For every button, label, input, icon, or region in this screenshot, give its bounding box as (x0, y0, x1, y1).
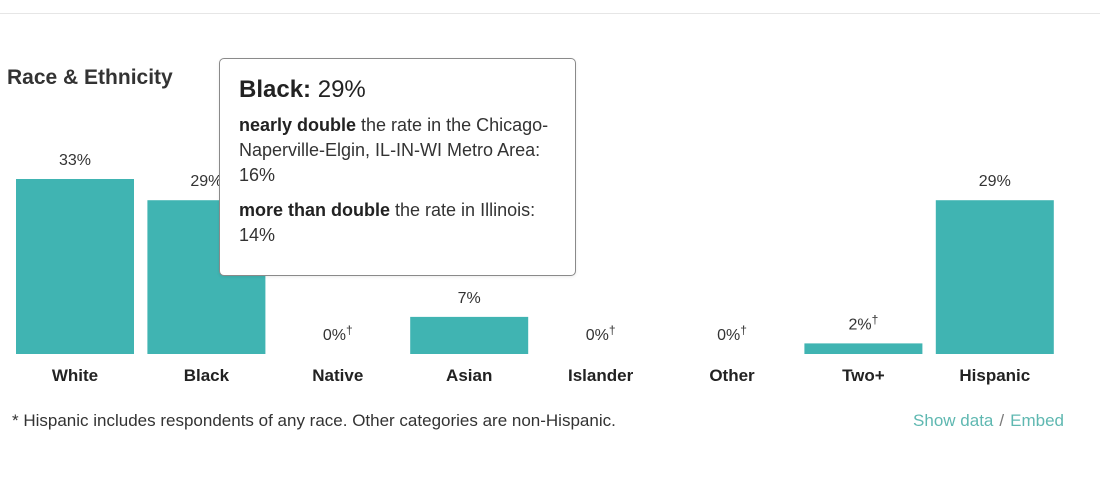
tooltip-comparison-emphasis: nearly double (239, 115, 357, 135)
bar-hispanic[interactable] (935, 200, 1054, 354)
bar-asian[interactable] (410, 316, 529, 354)
dagger-mark: † (740, 323, 747, 337)
dagger-mark: † (346, 323, 353, 337)
bar-value-label: 0%† (717, 323, 747, 344)
dagger-mark: † (872, 312, 879, 326)
link-separator: / (999, 411, 1005, 430)
bar-value-label: 0%† (323, 323, 353, 344)
bar-value-label: 0%† (586, 323, 616, 344)
category-label: Native (312, 366, 363, 385)
tooltip-comparison-emphasis: more than double (239, 200, 391, 220)
tooltip-heading: Black: 29% (239, 75, 557, 105)
top-divider (0, 13, 1100, 14)
chart-footer-links: Show data / Embed (913, 411, 1064, 431)
bar-two-[interactable] (804, 343, 923, 354)
show-data-link[interactable]: Show data (913, 411, 994, 430)
bar-value-label: 33% (59, 152, 91, 169)
chart-tooltip: Black: 29% nearly double the rate in the… (219, 58, 576, 276)
tooltip-comparison-metro: nearly double the rate in the Chicago-Na… (239, 113, 557, 188)
bar-value-label: 2%† (848, 312, 878, 333)
tooltip-category: Black: (239, 76, 312, 103)
category-label: Two+ (842, 366, 885, 385)
tooltip-comparison-state: more than double the rate in Illinois: 1… (239, 198, 557, 248)
tooltip-comparison-text: the rate in the Chicago-Naperville-Elgin… (239, 115, 549, 185)
tooltip-value: 29% (317, 76, 366, 103)
category-label: Black (184, 366, 230, 385)
category-label: Other (709, 366, 755, 385)
section-title: Race & Ethnicity (7, 66, 173, 89)
bar-value-label: 29% (979, 173, 1011, 190)
bar-value-label: 29% (190, 173, 222, 190)
category-label: Hispanic (959, 366, 1030, 385)
bar-value-label: 7% (458, 290, 481, 307)
category-label: White (52, 366, 98, 385)
category-label: Asian (446, 366, 492, 385)
race-ethnicity-bar-chart: 33% White 29% Black 0%† Native 7% Asian 0%† Islan… (16, 152, 1054, 385)
dagger-mark: † (609, 323, 616, 337)
tooltip-comparison-text: the rate in Illinois: 14% (239, 200, 536, 245)
category-label: Islander (568, 366, 634, 385)
chart-footnote: * Hispanic includes respondents of any r… (12, 411, 616, 430)
bar-white[interactable] (16, 179, 134, 354)
embed-link[interactable]: Embed (1010, 411, 1064, 430)
